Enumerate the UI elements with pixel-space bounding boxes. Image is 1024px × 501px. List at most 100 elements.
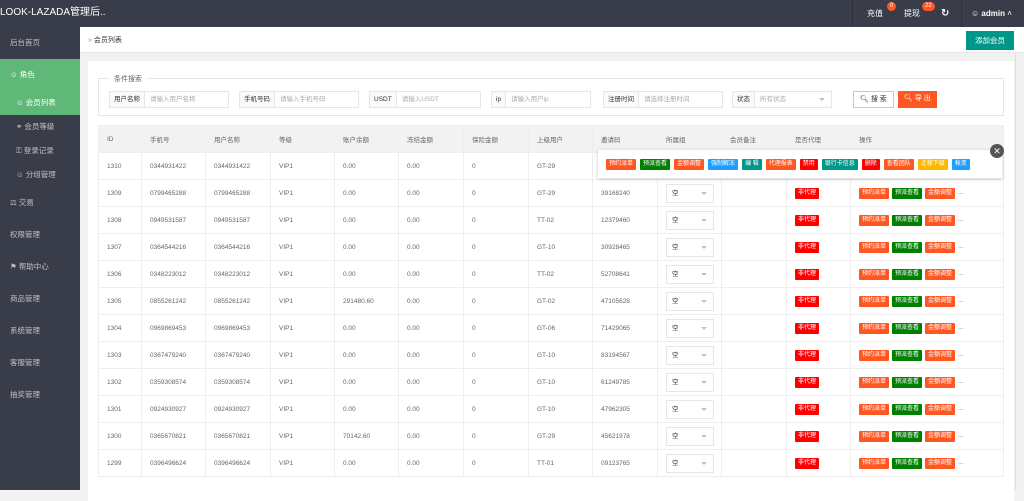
row-action-button[interactable]: 预约派单 [859,430,890,442]
row-action-button[interactable]: 金额调整 [925,214,956,226]
search-field[interactable]: ip 请输入用户ip [491,91,591,108]
sidebar-item[interactable]: ☺ 分组管理 [0,163,80,187]
search-field-input[interactable]: 请输入USDT [401,96,439,103]
row-action-button[interactable]: 金额调整 [925,403,956,415]
popup-action-button[interactable]: 代理报表 [765,159,796,170]
recharge-link[interactable]: 充值 [867,9,883,18]
popup-action-button[interactable]: 银行卡信息 [821,159,858,170]
popup-action-button[interactable]: 迁移下级 [917,159,948,170]
more-actions-button[interactable]: ... [958,215,964,223]
row-action-button[interactable]: 预约派单 [859,322,890,334]
popup-action-button[interactable]: 禁用 [799,159,818,170]
popup-action-button[interactable]: 预派查看 [640,159,671,170]
search-field-input[interactable]: 所有状态 [760,96,786,103]
search-field-input[interactable]: 请选择注册时间 [644,96,690,103]
row-action-button[interactable]: 预派查看 [892,376,923,388]
row-action-button[interactable]: 预约派单 [859,457,890,469]
search-field[interactable]: 用户名称 请输入用户名称 [109,91,229,108]
group-select[interactable]: 空 [666,453,714,473]
row-action-button[interactable]: 预约派单 [859,268,890,280]
export-button[interactable]: 🔍︎ 导 出 [898,91,937,108]
popup-action-button[interactable]: 编 辑 [742,159,762,170]
row-action-button[interactable]: 预派查看 [892,295,923,307]
more-actions-button[interactable]: ... [958,269,964,277]
sidebar-item[interactable]: 抽奖管理 [0,379,80,411]
sidebar-item[interactable]: ☺ 角色 [0,59,80,91]
popup-action-button[interactable]: 查看团队 [883,159,914,170]
row-action-button[interactable]: 金额调整 [925,241,956,253]
row-action-button[interactable]: 预派查看 [892,403,923,415]
sidebar-item[interactable]: 后台首页 [0,27,80,59]
withdraw-link[interactable]: 提现 [904,9,920,18]
popup-action-button[interactable]: 帐变 [951,159,970,170]
row-action-button[interactable]: 金额调整 [925,322,956,334]
more-actions-button[interactable]: ... [958,350,964,358]
row-action-button[interactable]: 金额调整 [925,187,956,199]
row-action-button[interactable]: 金额调整 [925,268,956,280]
group-select[interactable]: 空 [666,183,714,203]
more-actions-button[interactable]: ... [958,188,964,196]
group-select[interactable]: 空 [666,426,714,446]
scrollbar[interactable] [1015,53,1024,490]
row-action-button[interactable]: 预约派单 [859,376,890,388]
row-action-button[interactable]: 预派查看 [892,241,923,253]
refresh-icon[interactable]: ↻ [941,8,950,19]
sidebar-item[interactable]: ☺ 会员列表 [0,91,80,115]
popup-action-button[interactable]: 预约派单 [606,159,637,170]
search-field[interactable]: USDT 请输入USDT [369,91,481,108]
group-select[interactable]: 空 [666,237,714,257]
popup-action-button[interactable]: 金额调整 [674,159,705,170]
group-select[interactable]: 空 [666,210,714,230]
row-action-button[interactable]: 金额调整 [925,349,956,361]
row-action-button[interactable]: 预约派单 [859,187,890,199]
row-action-button[interactable]: 金额调整 [925,295,956,307]
row-action-button[interactable]: 预派查看 [892,322,923,334]
popup-action-button[interactable]: 强制解冻 [708,159,739,170]
more-actions-button[interactable]: ... [958,377,964,385]
sidebar-item[interactable]: 系统管理 [0,315,80,347]
row-action-button[interactable]: 预约派单 [859,241,890,253]
row-action-button[interactable]: 预约派单 [859,214,890,226]
row-action-button[interactable]: 预约派单 [859,403,890,415]
sidebar-item[interactable]: ⚖ 交易 [0,187,80,219]
group-select[interactable]: 空 [666,264,714,284]
row-action-button[interactable]: 预派查看 [892,430,923,442]
user-menu[interactable]: ☺ admin ˄ [971,0,1012,27]
row-action-button[interactable]: 预派查看 [892,457,923,469]
more-actions-button[interactable]: ... [958,404,964,412]
search-field[interactable]: 状态 所有状态 [732,91,832,108]
group-select[interactable]: 空 [666,345,714,365]
search-field-input[interactable]: 请输入用户名称 [150,96,196,103]
popup-action-button[interactable]: 删除 [861,159,880,170]
search-field-input[interactable]: 请输入手机号码 [280,96,326,103]
more-actions-button[interactable]: ... [958,242,964,250]
row-action-button[interactable]: 预派查看 [892,268,923,280]
sidebar-item[interactable]: 商品管理 [0,283,80,315]
row-action-button[interactable]: 预派查看 [892,187,923,199]
row-action-button[interactable]: 金额调整 [925,376,956,388]
sidebar-item[interactable]: ⚭ 会员等级 [0,115,80,139]
more-actions-button[interactable]: ... [958,431,964,439]
more-actions-button[interactable]: ... [958,458,964,466]
more-actions-button[interactable]: ... [958,323,964,331]
group-select[interactable]: 空 [666,318,714,338]
add-member-button[interactable]: 添加会员 [966,31,1014,50]
search-button[interactable]: 🔍︎ 搜 索 [853,91,894,108]
group-select[interactable]: 空 [666,399,714,419]
group-select[interactable]: 空 [666,372,714,392]
search-field[interactable]: 注册时间 请选择注册时间 [603,91,723,108]
more-actions-button[interactable]: ... [958,296,964,304]
sidebar-item[interactable]: 客服管理 [0,347,80,379]
sidebar-item[interactable]: ⚑ 帮助中心 [0,251,80,283]
row-action-button[interactable]: 金额调整 [925,457,956,469]
search-field[interactable]: 手机号码 请输入手机号码 [239,91,359,108]
row-action-button[interactable]: 金额调整 [925,430,956,442]
close-icon[interactable]: ✕ [990,144,1004,158]
sidebar-item[interactable]: 权限管理 [0,219,80,251]
search-field-input[interactable]: 请输入用户ip [511,96,549,103]
row-action-button[interactable]: 预派查看 [892,349,923,361]
row-action-button[interactable]: 预约派单 [859,349,890,361]
row-action-button[interactable]: 预派查看 [892,214,923,226]
group-select[interactable]: 空 [666,291,714,311]
row-action-button[interactable]: 预约派单 [859,295,890,307]
